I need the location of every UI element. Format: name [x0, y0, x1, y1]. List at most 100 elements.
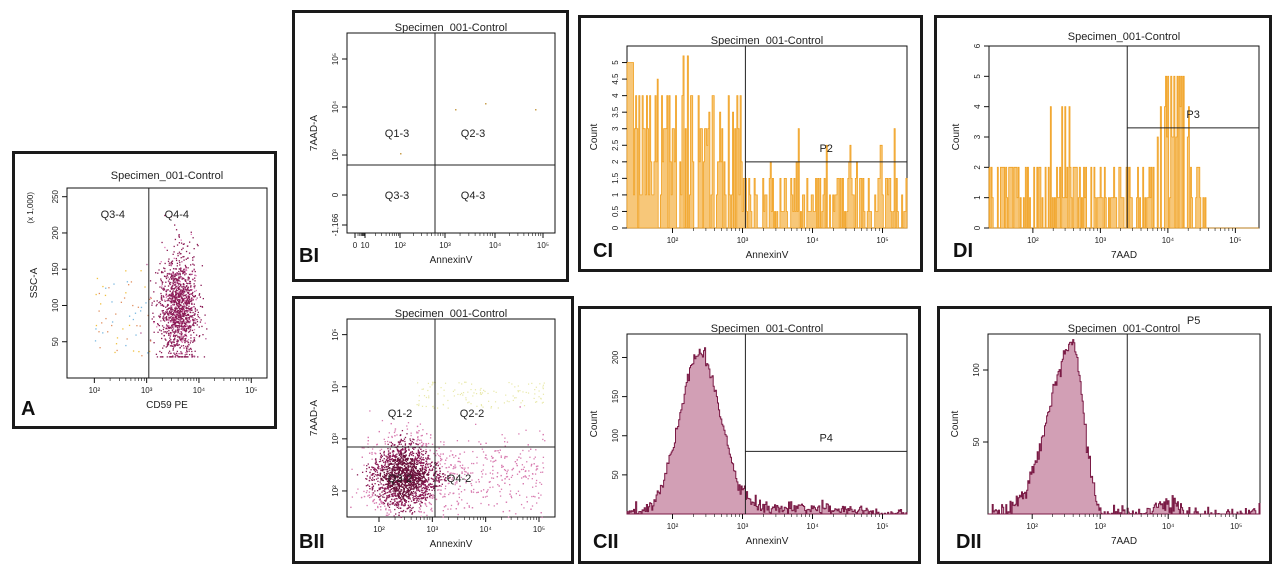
panel-a-event — [191, 309, 193, 311]
panel-bii-event — [437, 393, 439, 395]
panel-bii-event — [411, 475, 413, 477]
panel-bii-event — [407, 493, 409, 495]
panel-a-x-tick-label: 10³ — [141, 386, 153, 395]
panel-a-event — [168, 326, 170, 329]
panel-bii-event — [386, 466, 388, 468]
panel-a: Specimen_001-Control CD59 PE SSC-A Q3-4 Q4-4… — [12, 151, 277, 429]
panel-bii-event — [413, 481, 416, 484]
panel-bii-event — [415, 494, 417, 496]
panel-bii-event — [394, 474, 396, 476]
panel-bii-event — [442, 453, 444, 455]
panel-bii-event — [443, 495, 445, 498]
panel-a-event — [180, 267, 182, 269]
panel-bi-event — [455, 109, 457, 111]
panel-bii-event — [376, 475, 378, 477]
panel-bii-event — [412, 471, 414, 474]
panel-a-event — [181, 300, 183, 302]
panel-bii-event — [472, 450, 474, 453]
panel-a-event — [172, 296, 174, 298]
panel-bii-event — [389, 471, 391, 474]
panel-a-event — [162, 309, 164, 312]
panel-a-event — [177, 316, 179, 318]
panel-a-event — [183, 328, 185, 330]
panel-a-event — [192, 323, 195, 325]
panel-cii-histogram — [626, 347, 908, 515]
panel-a-event — [174, 238, 177, 241]
panel-bii-event — [488, 481, 491, 483]
panel-a-event — [181, 307, 183, 309]
panel-ci-gate-p2: P2 — [819, 143, 832, 155]
panel-a-event — [183, 340, 185, 342]
panel-bii-event — [441, 458, 443, 461]
panel-bii-event — [419, 468, 421, 470]
panel-a-event — [177, 300, 180, 303]
panel-bii-event — [388, 458, 391, 460]
panel-a-event — [180, 328, 183, 330]
panel-bii-event — [540, 512, 542, 514]
panel-a-event — [160, 296, 163, 298]
panel-a-event — [191, 329, 194, 332]
panel-a-event — [190, 298, 193, 300]
panel-a-event — [166, 295, 168, 297]
panel-a-event — [184, 271, 186, 273]
panel-bii-event — [496, 472, 499, 474]
panel-a-event — [173, 313, 175, 316]
panel-bii-event — [417, 477, 419, 480]
panel-dii-y-label: Count — [950, 410, 961, 437]
panel-a-event — [172, 349, 174, 351]
panel-bii-event — [404, 457, 406, 459]
panel-bii-event — [418, 446, 421, 449]
panel-a-event — [177, 282, 179, 284]
panel-bii-event — [422, 497, 424, 499]
panel-bii-event — [401, 448, 403, 451]
panel-a-event — [177, 293, 179, 295]
panel-a-event — [155, 282, 157, 284]
panel-bii-event — [394, 430, 396, 432]
panel-a-event — [189, 327, 191, 329]
panel-a-event — [187, 292, 190, 294]
panel-a-event — [186, 348, 188, 350]
panel-a-event — [172, 272, 175, 274]
panel-bii-event — [405, 476, 408, 479]
panel-bii-event — [425, 489, 427, 492]
panel-a-event — [180, 307, 182, 310]
panel-a-event — [162, 319, 165, 321]
panel-a-event — [172, 328, 175, 330]
panel-bii-event — [488, 504, 490, 506]
panel-bii-event — [406, 428, 409, 430]
panel-bii-event — [420, 505, 422, 507]
panel-bii-event — [402, 459, 404, 461]
panel-bii-event — [419, 498, 421, 500]
panel-bii-event — [515, 463, 518, 465]
panel-bii-event — [392, 458, 394, 461]
panel-a-event — [101, 322, 103, 324]
panel-a-event — [169, 335, 172, 337]
panel-bii-event — [410, 462, 412, 465]
panel-a-event — [174, 308, 176, 310]
panel-a-event — [196, 297, 198, 299]
panel-bii-event — [519, 406, 521, 408]
panel-bii-event — [401, 473, 403, 475]
panel-bii-event — [408, 443, 411, 445]
panel-bii-event — [420, 462, 422, 465]
panel-a-event — [160, 320, 162, 322]
panel-a-event — [177, 284, 180, 286]
panel-bii-event — [402, 492, 404, 495]
panel-bi-x-tick-label: 0 — [353, 241, 358, 250]
panel-bii-event — [424, 470, 427, 472]
panel-bii-event — [398, 461, 400, 464]
panel-a-event — [158, 302, 160, 304]
panel-bii-event — [388, 491, 390, 493]
panel-bii-event — [454, 464, 456, 466]
panel-bii-event — [380, 500, 383, 503]
panel-a-event — [149, 296, 152, 299]
panel-bii-event — [447, 399, 449, 402]
panel-bii-event — [452, 477, 454, 479]
panel-a-event — [170, 273, 172, 275]
panel-bii-event — [447, 407, 449, 409]
panel-a-event — [168, 312, 170, 314]
panel-a-event — [182, 308, 184, 310]
panel-bii-event — [406, 480, 408, 482]
panel-bii-event — [410, 485, 412, 488]
panel-bii-event — [544, 440, 546, 442]
